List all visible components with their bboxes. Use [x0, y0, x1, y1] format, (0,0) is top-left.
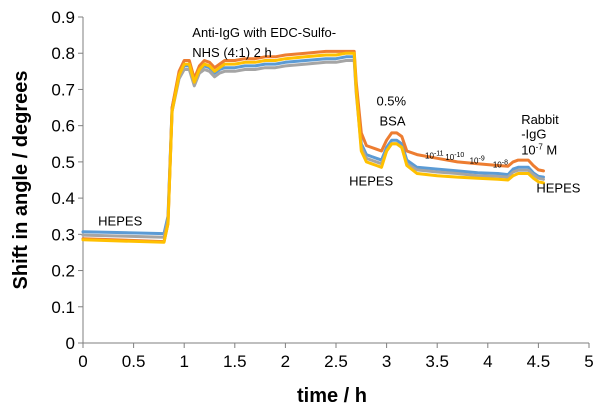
concentration-label: 10-9 [470, 156, 485, 166]
annotation-label: HEPES [536, 181, 580, 196]
annotation-label: 0.5% [376, 94, 406, 109]
chart-series-layer [81, 49, 545, 244]
x-tick-label: 5 [584, 352, 593, 371]
y-tick-label: 0.7 [51, 80, 75, 99]
y-tick-label: 0.1 [51, 298, 75, 317]
chart-annotations: HEPES Anti-IgG with EDC-Sulfo- NHS (4:1) 2… [98, 25, 581, 228]
y-tick-label: 0.3 [51, 225, 75, 244]
series-line-3 [81, 49, 545, 244]
concentration-label: 10-11 [425, 150, 444, 160]
annotation-label: HEPES [349, 173, 393, 188]
x-tick-label: 4 [483, 352, 492, 371]
series-line-1 [81, 55, 545, 236]
x-tick-label: 2 [281, 352, 290, 371]
y-tick-label: 0.2 [51, 262, 75, 281]
x-tick-label: 1.5 [223, 352, 247, 371]
concentration-label: 10-7 M [521, 143, 557, 158]
concentration-label: 10-8 [493, 159, 508, 169]
annotation-label: -IgG [521, 126, 546, 141]
x-tick-label: 0 [78, 352, 87, 371]
y-axis-label: Shift in angle / degrees [10, 71, 32, 290]
annotation-label: BSA [380, 114, 406, 129]
concentration-label: 10-10 [445, 152, 464, 162]
annotation-label: HEPES [98, 213, 142, 228]
chart-axes: 0 0.1 0.2 0.3 0.4 0.5 0.6 0.7 0.8 0.9 0 0.5 1 1.5 2 2.5… [51, 8, 593, 371]
y-tick-label: 0.6 [51, 117, 75, 136]
y-tick-label: 0.5 [51, 153, 75, 172]
y-tick-label: 0.4 [51, 189, 75, 208]
x-axis-label: time / h [297, 385, 367, 407]
x-tick-label: 4.5 [527, 352, 551, 371]
x-tick-label: 3 [382, 352, 391, 371]
y-tick-label: 0.8 [51, 44, 75, 63]
annotation-label: Rabbit [521, 112, 559, 127]
x-tick-label: 0.5 [122, 352, 146, 371]
x-tick-label: 3.5 [425, 352, 449, 371]
y-tick-label: 0 [66, 334, 75, 353]
annotation-label: Anti-IgG with EDC-Sulfo- [192, 25, 336, 40]
x-tick-label: 1 [179, 352, 188, 371]
x-tick-label: 2.5 [324, 352, 348, 371]
y-tick-label: 0.9 [51, 8, 75, 27]
series-line-2 [81, 59, 545, 239]
series-line-4 [81, 51, 545, 244]
annotation-label: NHS (4:1) 2 h [192, 45, 271, 60]
